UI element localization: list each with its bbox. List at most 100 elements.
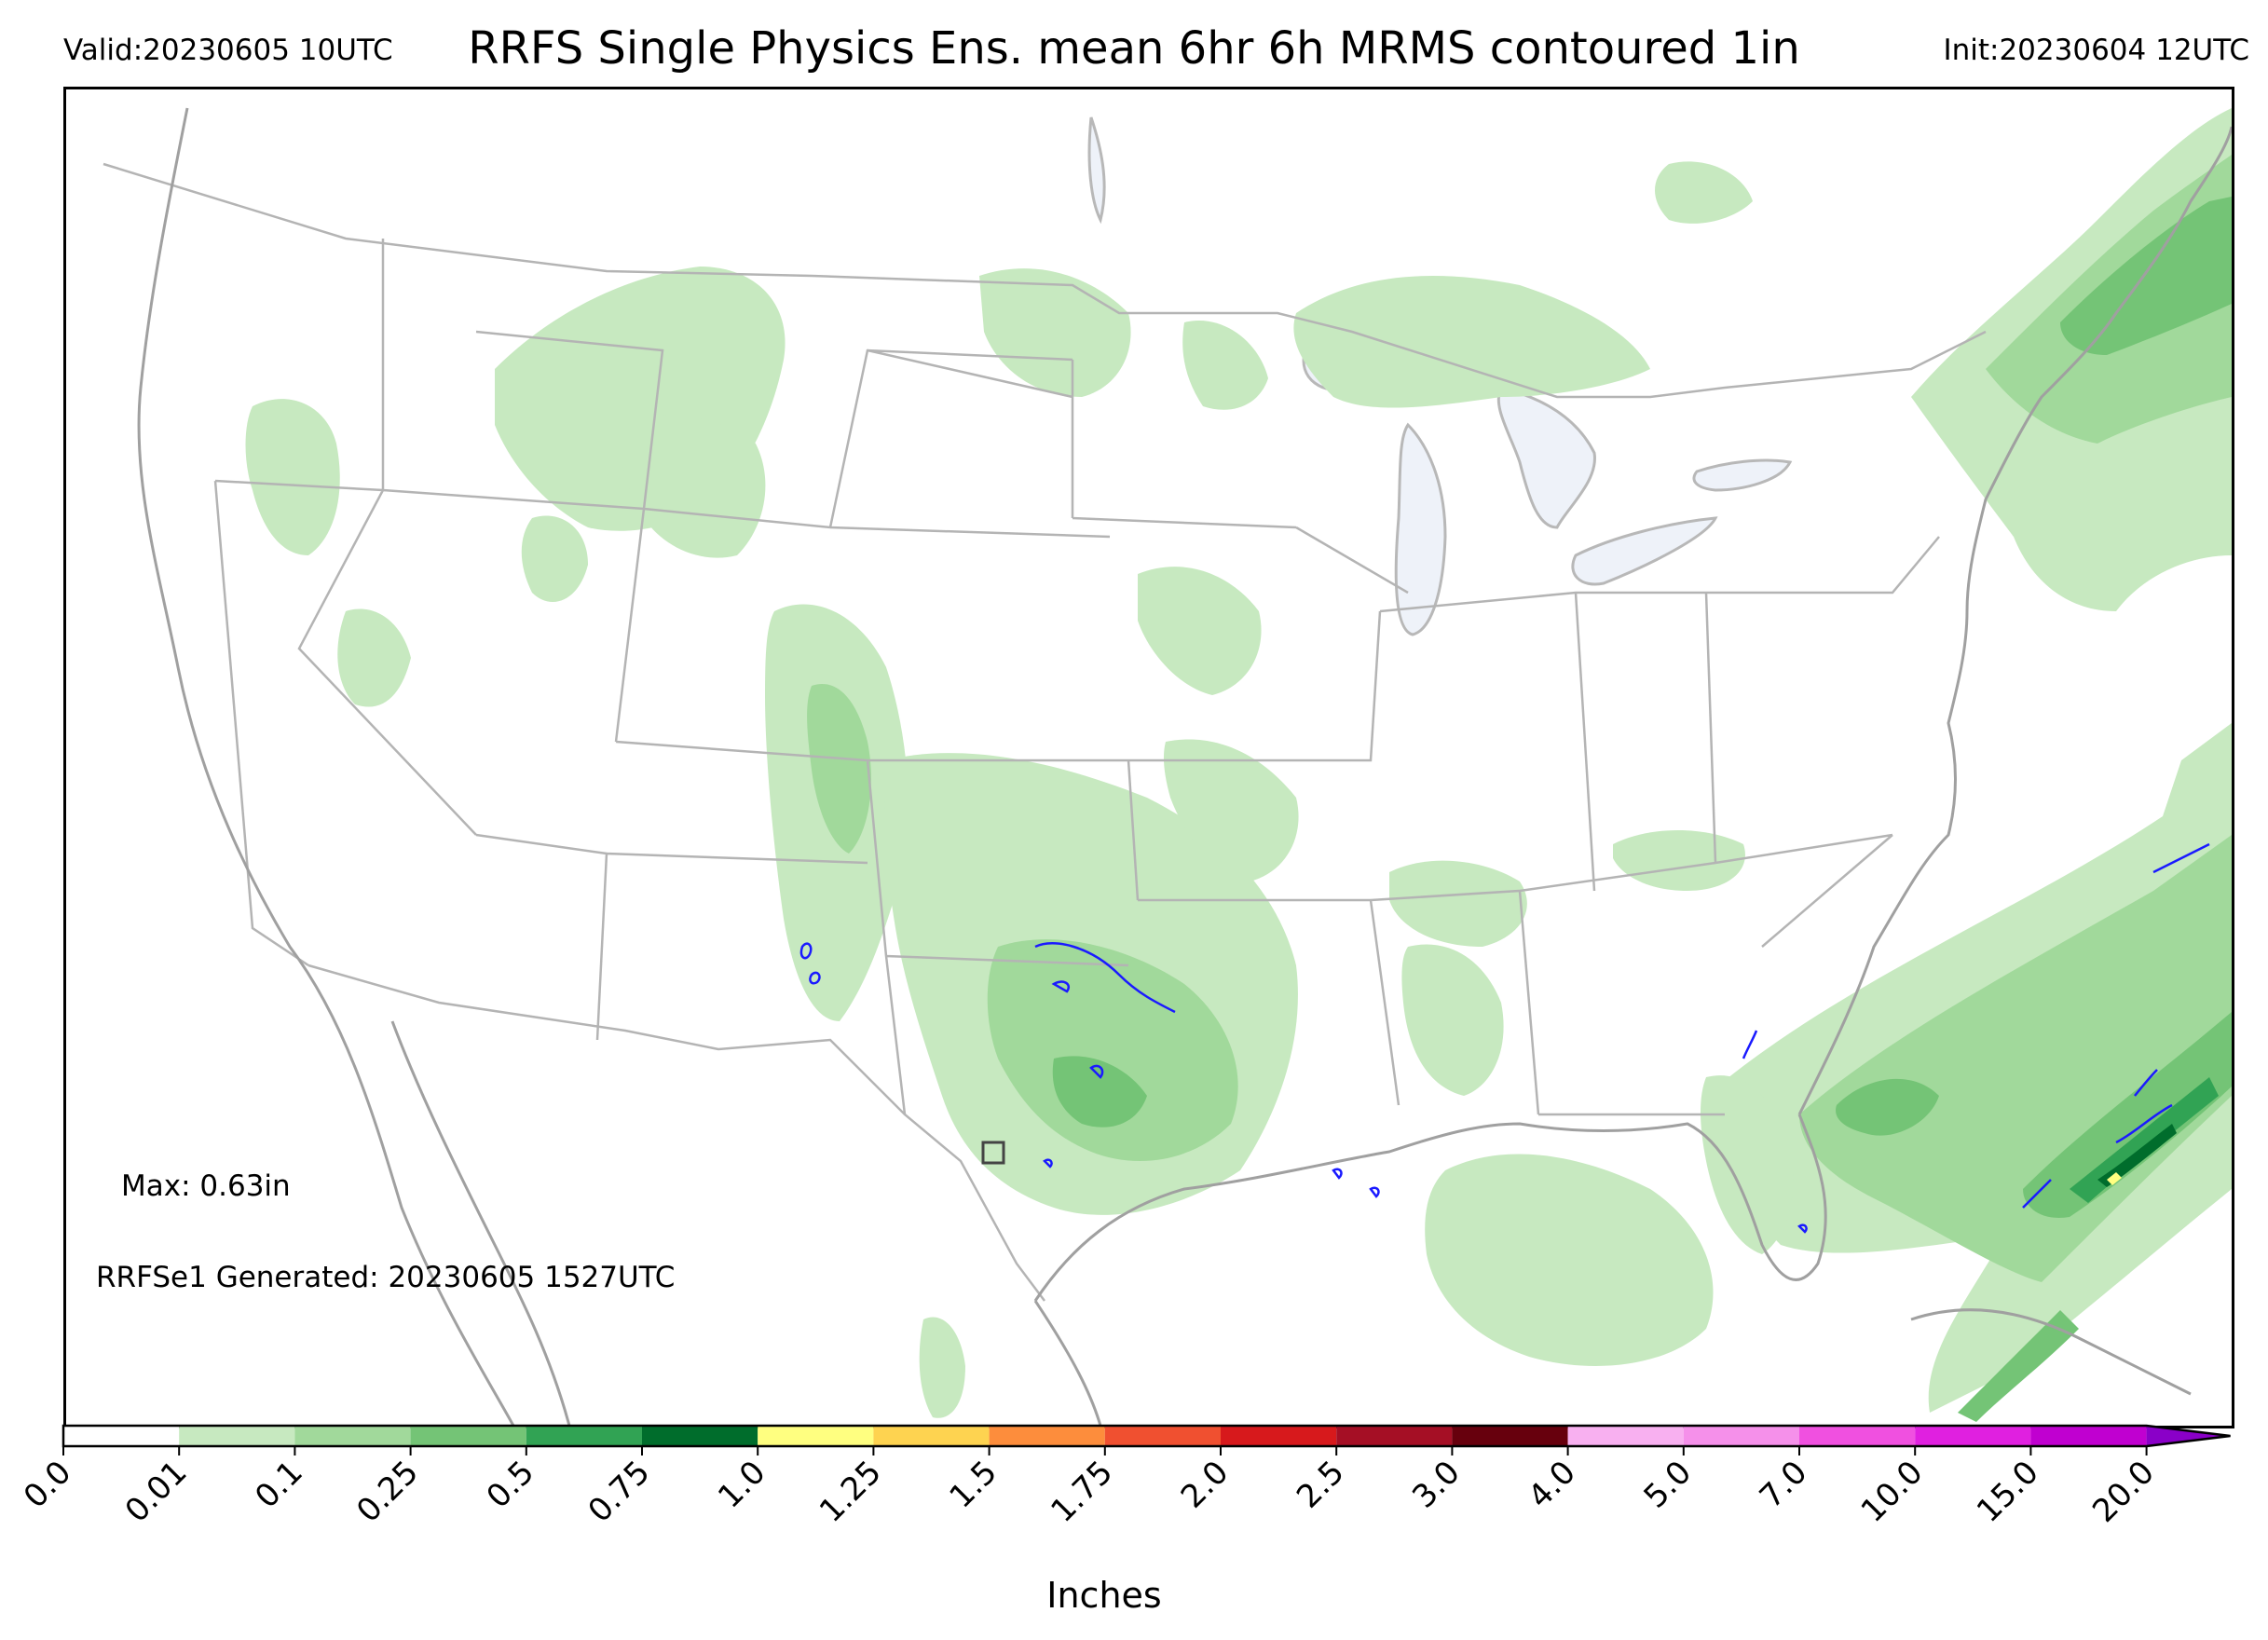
colorbar-tick-label: 3.0 [1405, 1454, 1468, 1516]
colorbar-segment [1799, 1426, 1916, 1446]
colorbar-tick-label: 1.0 [711, 1454, 773, 1516]
precip-iowa [1138, 567, 1262, 695]
precip-mexico [919, 1317, 965, 1418]
colorbar-segment [1104, 1426, 1221, 1446]
mrms-contour-nm [799, 942, 821, 985]
generated-label: RRFSe1 Generated: 20230605 1527UTC [96, 1261, 676, 1294]
us-mexico-border [307, 964, 1045, 1302]
precip-oklahoma-texas-mid [987, 939, 1238, 1161]
colorbar-segment [1221, 1426, 1337, 1446]
colorbar-segment [758, 1426, 874, 1446]
precip-lakes-region [1293, 276, 1650, 408]
lake-ontario [1692, 458, 1793, 492]
colorbar-tick-label: 1.5 [942, 1454, 1004, 1516]
colorbar-tick-label: 7.0 [1753, 1454, 1815, 1516]
precipitation-map [63, 87, 2234, 1428]
map-canvas [102, 107, 2232, 1426]
state-lines [213, 239, 1940, 1116]
precip-dakotas [979, 268, 1131, 397]
colorbar-extend-arrow [2146, 1426, 2231, 1446]
mrms-contour-tx [1043, 1064, 1104, 1168]
valid-time-label: Valid:20230605 10UTC [63, 34, 393, 67]
mrms-contour-gulf [1332, 1168, 1380, 1198]
colorbar-tick-label: 0.5 [480, 1454, 542, 1516]
us-canada-border [102, 162, 1987, 399]
colorbar-tick-label: 10.0 [1854, 1454, 1931, 1530]
colorbar-segment [2030, 1426, 2147, 1446]
colorbar-segment [410, 1426, 526, 1446]
colorbar-segment [63, 1426, 180, 1446]
precip-wyoming [622, 415, 766, 558]
lake-erie [1571, 516, 1718, 586]
colorbar-tick-label: 1.25 [813, 1454, 889, 1530]
colorbar-tick-label: 2.5 [1290, 1454, 1352, 1516]
coastlines [137, 107, 2232, 1426]
atlantic-coast [1797, 126, 2232, 1115]
precip-atlantic-band-dark [2023, 1012, 2232, 1218]
colorbar-tick-label: 0.25 [349, 1454, 426, 1530]
precip-dakotas2 [1182, 321, 1268, 410]
colorbar-segment [1567, 1426, 1684, 1446]
mrms-contour-fl [1742, 1030, 1808, 1234]
precip-texas-dark [1052, 1056, 1147, 1128]
precip-florida [1701, 1075, 1794, 1254]
colorbar-segment [294, 1426, 411, 1446]
mrms-contour-atlantic [2022, 842, 2210, 1209]
colorbar-segment [642, 1426, 758, 1446]
precip-gulf [1425, 1154, 1714, 1366]
max-location-box [981, 1141, 1005, 1165]
baja [390, 1020, 571, 1426]
precip-tennessee [1389, 860, 1527, 947]
precip-virginia [1613, 830, 1745, 891]
colorbar-title: Inches [1046, 1575, 1162, 1616]
mrms-contours [799, 842, 2210, 1234]
precip-nevada [337, 608, 411, 707]
colorbar-segment [1683, 1426, 1799, 1446]
colorbar-ticks: 0.0 0.01 0.1 0.25 0.5 0.75 1.0 1.25 1.5 1.75 2.0 2.… [17, 1446, 2162, 1530]
colorbar-segment [1915, 1426, 2031, 1446]
precip-bahamas-tail [1958, 1310, 2079, 1422]
colorbar-outline [61, 1424, 2231, 1448]
precip-mississippi-alabama [1401, 944, 1504, 1096]
lake-michigan [1394, 422, 1447, 636]
precip-missouri [1163, 739, 1299, 882]
precip-atlantic-core2 [2097, 1124, 2177, 1187]
lake-huron [1496, 386, 1596, 529]
precip-atlantic-max [2107, 1172, 2122, 1185]
map-title: RRFS Single Physics Ens. mean 6hr 6h MRM… [468, 22, 1800, 75]
colorbar-segment [1452, 1426, 1568, 1446]
max-value-label: Max: 0.63in [121, 1169, 291, 1203]
precip-newengland-dark [2060, 197, 2232, 355]
mrms-contour-ok [1034, 942, 1176, 1014]
colorbar-segment [873, 1426, 990, 1446]
colorbar-tick-label: 4.0 [1521, 1454, 1583, 1516]
pacific-coast [137, 107, 515, 1426]
colorbar-tick-label: 0.1 [248, 1454, 310, 1516]
precip-atlantic-core [2070, 1077, 2219, 1203]
colorbar-tick-label: 0.75 [581, 1454, 658, 1530]
cuba [1910, 1308, 2192, 1396]
lake-winnipeg [1087, 116, 1106, 225]
colorbar-tick-label: 15.0 [1970, 1454, 2046, 1530]
precip-ontario-blob [1655, 161, 1753, 224]
colorbar-segment [179, 1426, 295, 1446]
init-time-label: Init:20230604 12UTC [1943, 34, 2249, 67]
colorbar-tick-label: 2.0 [1174, 1454, 1236, 1516]
colorbar-segment [1336, 1426, 1453, 1446]
colorbar-tick-label: 1.75 [1044, 1454, 1120, 1530]
precip-shading [245, 108, 2232, 1422]
colorbar-tick-label: 5.0 [1637, 1454, 1700, 1516]
mexico-gulf-coast [1033, 1300, 1102, 1426]
precip-colorado-mid [807, 684, 871, 854]
precip-se-florida-cell [1836, 1078, 1939, 1136]
precip-idaho [521, 515, 588, 602]
colorbar-tick-label: 0.01 [118, 1454, 195, 1530]
colorbar-segments [61, 1424, 2231, 1448]
colorbar-tick-label: 20.0 [2085, 1454, 2162, 1530]
precip-oregon [245, 399, 340, 555]
gulf-coast [1033, 1114, 1827, 1302]
boundaries [102, 162, 1987, 1302]
colorbar-tick-label: 0.0 [17, 1454, 79, 1516]
colorbar-segment [989, 1426, 1105, 1446]
